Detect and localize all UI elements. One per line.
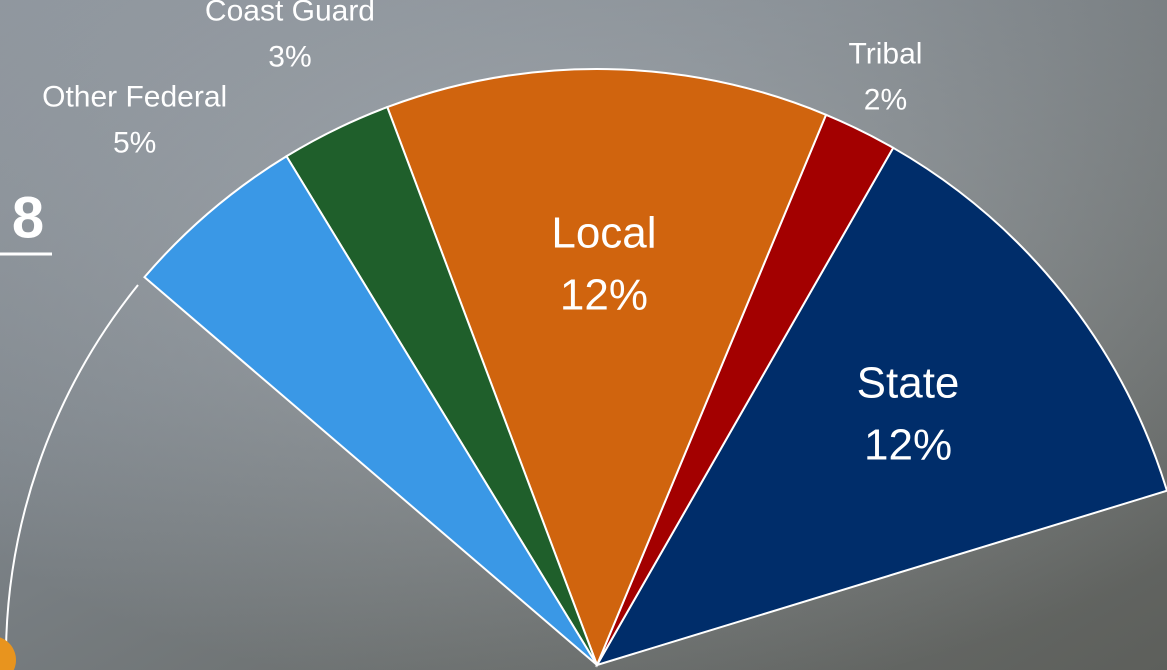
slice-label: Local: [551, 209, 656, 258]
slice-label: Coast Guard: [205, 0, 375, 27]
slice-value-label: 12%: [864, 420, 952, 469]
slice-label: Other Federal: [42, 81, 227, 114]
slice-value-label: 12%: [560, 271, 648, 320]
chart: 8 State 12% Tribal 2% Local 12% Coast Guard 3% O…: [0, 0, 1167, 670]
slice-value-label: 5%: [113, 127, 156, 160]
slice-value-label: 3%: [268, 40, 311, 73]
slice-value-label: 2%: [864, 84, 907, 117]
slice-label: Tribal: [849, 38, 923, 71]
slice-label: State: [857, 358, 960, 407]
corner-label: 8: [12, 185, 44, 250]
